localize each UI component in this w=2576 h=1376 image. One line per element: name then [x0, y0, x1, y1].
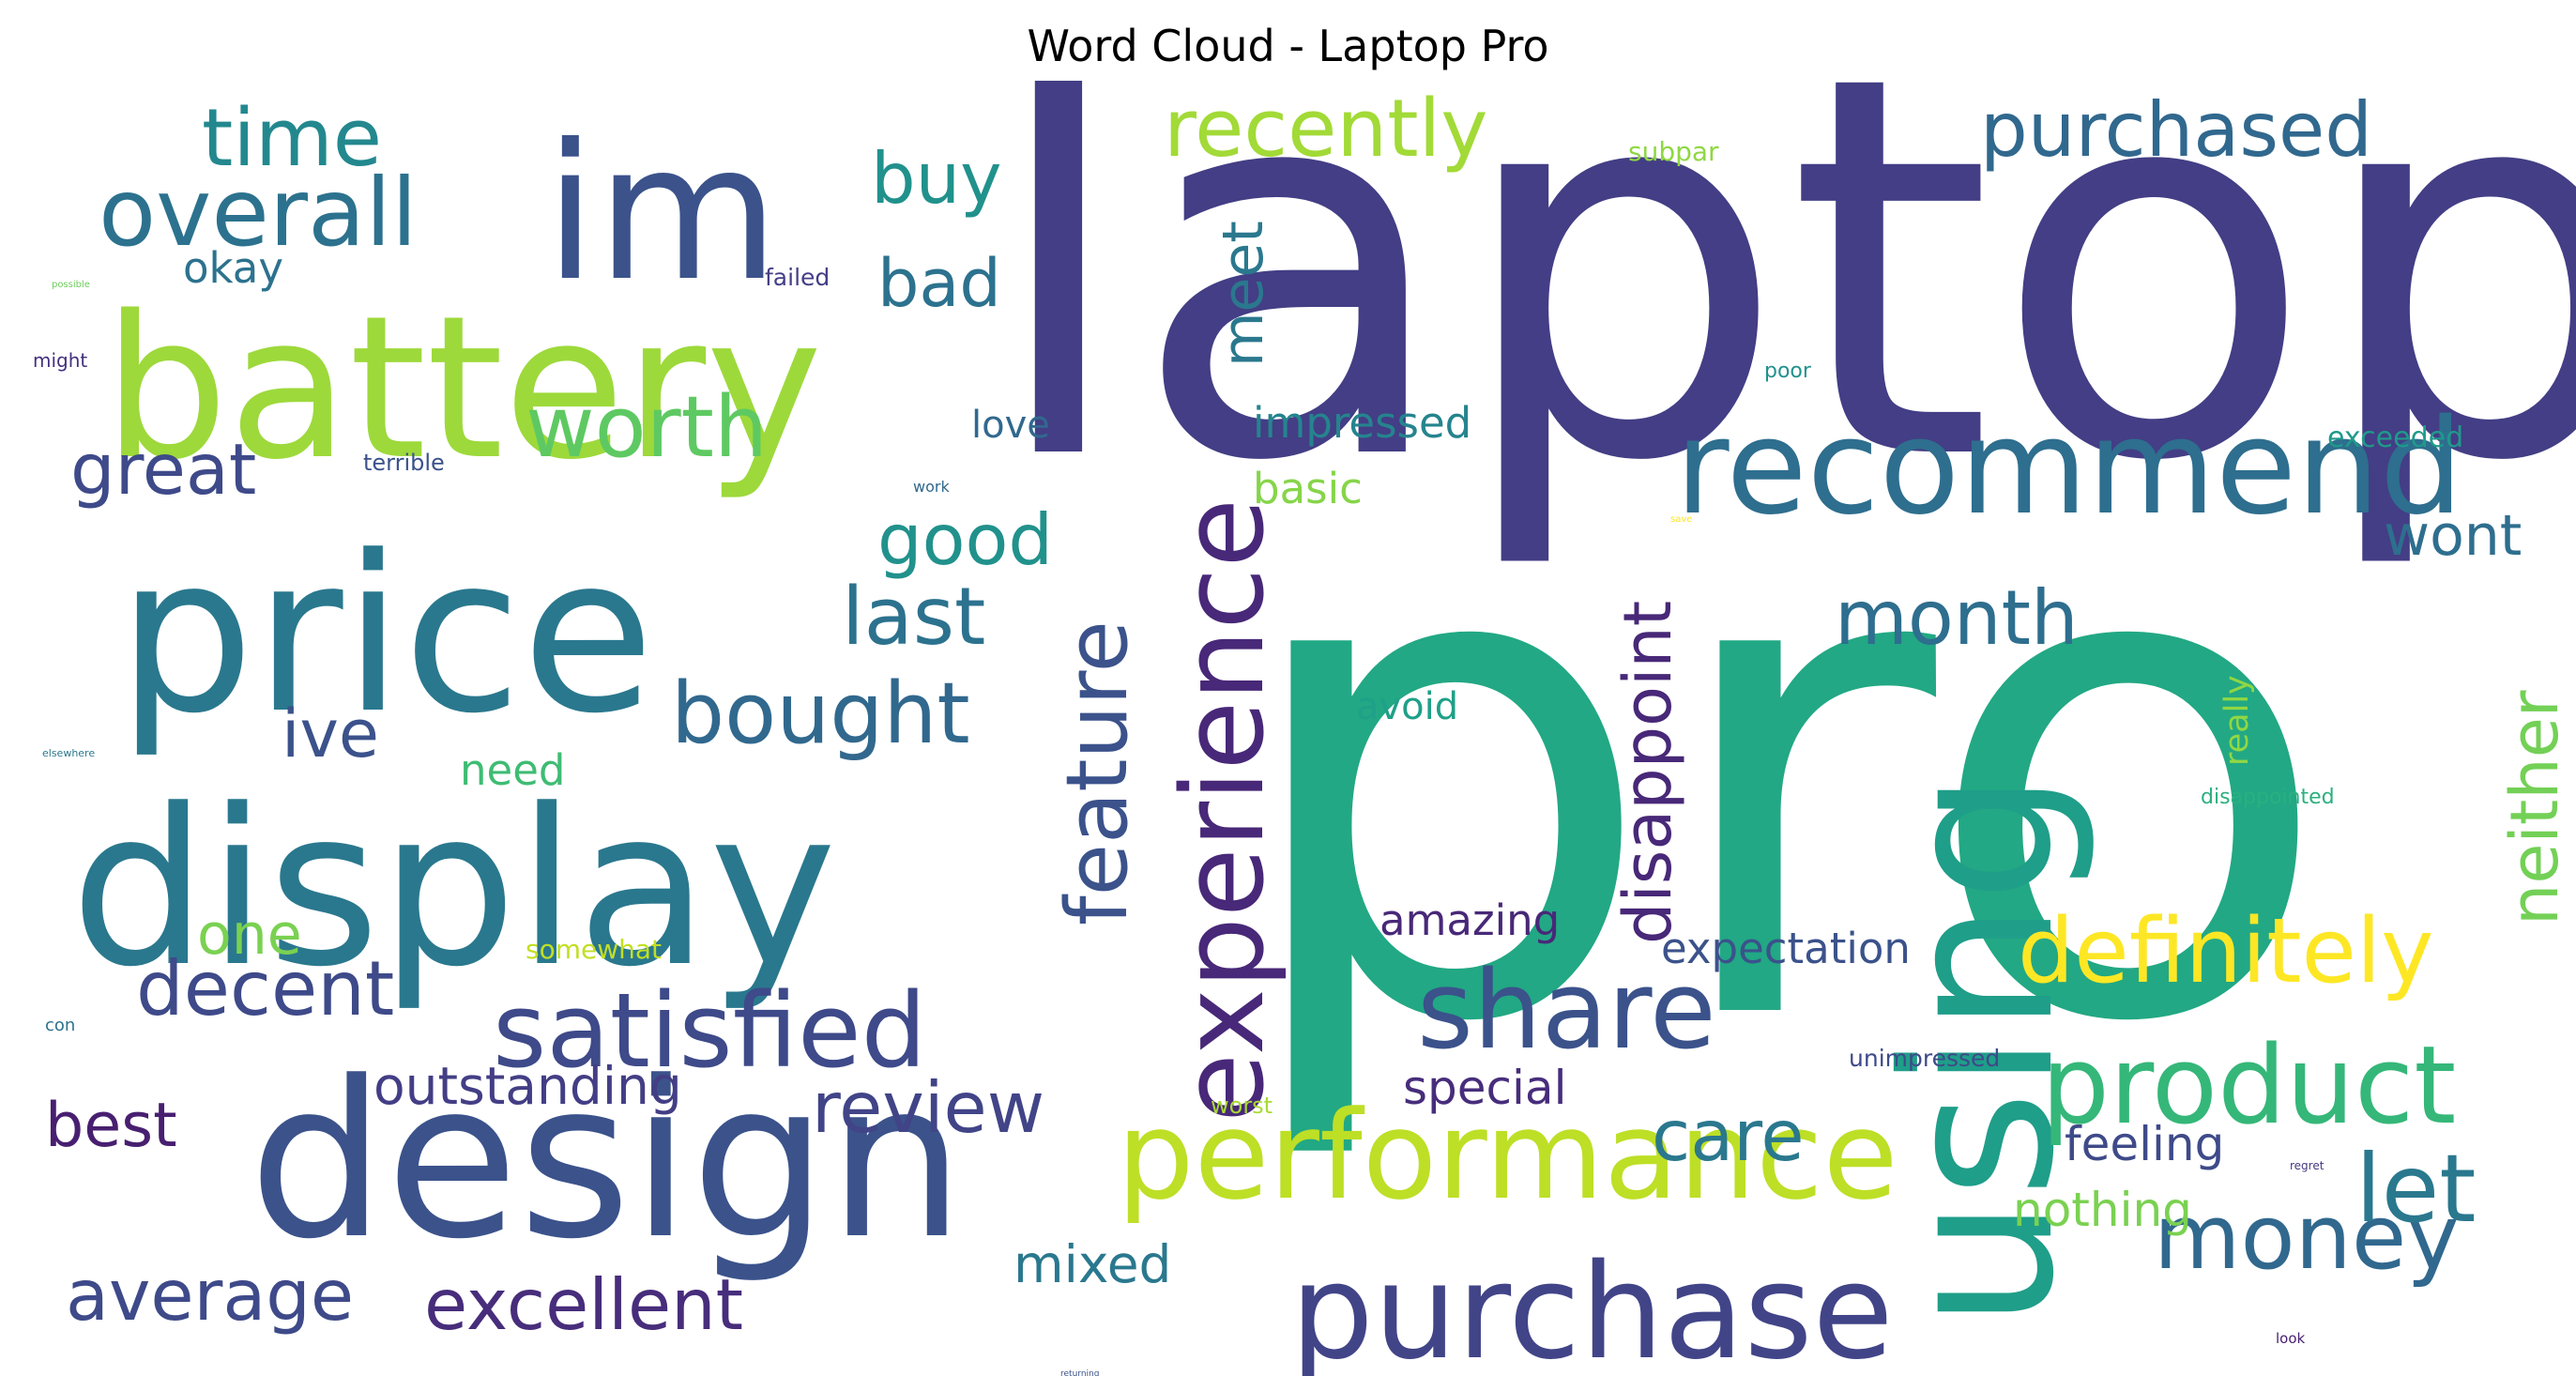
word-overall: overall [99, 158, 418, 268]
word-recommend: recommend [1675, 391, 2463, 544]
word-experience: experience [1159, 498, 1289, 1123]
word-subpar: subpar [1628, 136, 1719, 167]
word-share: share [1417, 948, 1716, 1074]
word-okay: okay [183, 243, 283, 293]
word-using: using [1859, 772, 2099, 1329]
word-month: month [1835, 574, 2079, 662]
word-con: con [45, 1016, 75, 1035]
word-excellent: excellent [424, 1263, 743, 1346]
word-worth: worth [526, 378, 768, 477]
word-mixed: mixed [1014, 1234, 1171, 1294]
word-best: best [45, 1091, 177, 1161]
word-wont: wont [2384, 503, 2522, 569]
word-review: review [812, 1066, 1044, 1149]
chart-title: Word Cloud - Laptop Pro [1027, 21, 1549, 71]
word-really: really [2218, 675, 2256, 766]
word-love: love [971, 404, 1050, 447]
word-product: product [2041, 1023, 2456, 1149]
word-performance: performance [1117, 1084, 1898, 1227]
word-great: great [70, 428, 256, 511]
word-impressed: impressed [1253, 398, 1471, 448]
word-worst: worst [1211, 1093, 1273, 1119]
word-one: one [197, 902, 302, 968]
word-design: design [249, 1036, 965, 1287]
word-battery: battery [103, 273, 822, 503]
word-definitely: definitely [2018, 900, 2434, 1003]
word-poor: poor [1764, 359, 1812, 383]
word-save: save [1670, 514, 1692, 525]
word-avoid: avoid [1356, 685, 1458, 728]
word-disappoint: disappoint [1609, 601, 1686, 944]
word-good: good [877, 498, 1053, 581]
word-pro: pro [1229, 383, 2335, 1170]
word-purchase: purchase [1290, 1236, 1894, 1376]
word-outstanding: outstanding [373, 1056, 682, 1116]
word-money: money [2154, 1186, 2460, 1290]
word-might: might [33, 349, 87, 372]
word-display: display [70, 764, 837, 1015]
word-bad: bad [877, 245, 1001, 322]
word-purchased: purchased [1980, 86, 2372, 174]
word-recently: recently [1164, 83, 1488, 176]
word-exceeded: exceeded [2327, 421, 2463, 454]
word-elsewhere: elsewhere [42, 747, 95, 759]
word-special: special [1403, 1061, 1566, 1115]
word-im: im [544, 104, 779, 323]
word-amazing: amazing [1379, 895, 1560, 945]
word-meet: meet [1211, 221, 1276, 367]
word-price: price [117, 511, 654, 761]
word-decent: decent [136, 945, 394, 1032]
word-expectation: expectation [1661, 924, 1911, 973]
word-look: look [2276, 1330, 2306, 1347]
word-laptop: laptop [985, 81, 2576, 576]
word-let: let [2355, 1134, 2477, 1244]
word-last: last [842, 571, 985, 664]
word-regret: regret [2290, 1159, 2324, 1172]
word-need: need [460, 745, 565, 795]
word-buy: buy [871, 137, 1002, 220]
word-unimpressed: unimpressed [1849, 1045, 2000, 1072]
word-feature: feature [1048, 620, 1147, 925]
word-average: average [66, 1254, 354, 1337]
word-feeling: feeling [2065, 1117, 2224, 1171]
word-failed: failed [765, 264, 830, 291]
word-bought: bought [671, 665, 970, 763]
word-nothing: nothing [2013, 1183, 2192, 1237]
word-cloud: laptop pro im battery price display design usin… [0, 81, 2576, 1376]
word-somewhat: somewhat [526, 934, 662, 965]
word-returning: returning [1060, 1369, 1099, 1376]
word-work: work [913, 478, 950, 496]
word-time: time [202, 92, 382, 185]
word-ive: ive [282, 696, 379, 772]
word-neither: neither [2496, 690, 2573, 925]
word-basic: basic [1253, 464, 1363, 513]
word-terrible: terrible [363, 450, 445, 476]
word-satisfied: satisfied [493, 971, 927, 1091]
word-possible: possible [52, 280, 90, 290]
word-disappointed: disappointed [2201, 786, 2335, 809]
word-care: care [1652, 1094, 1805, 1177]
